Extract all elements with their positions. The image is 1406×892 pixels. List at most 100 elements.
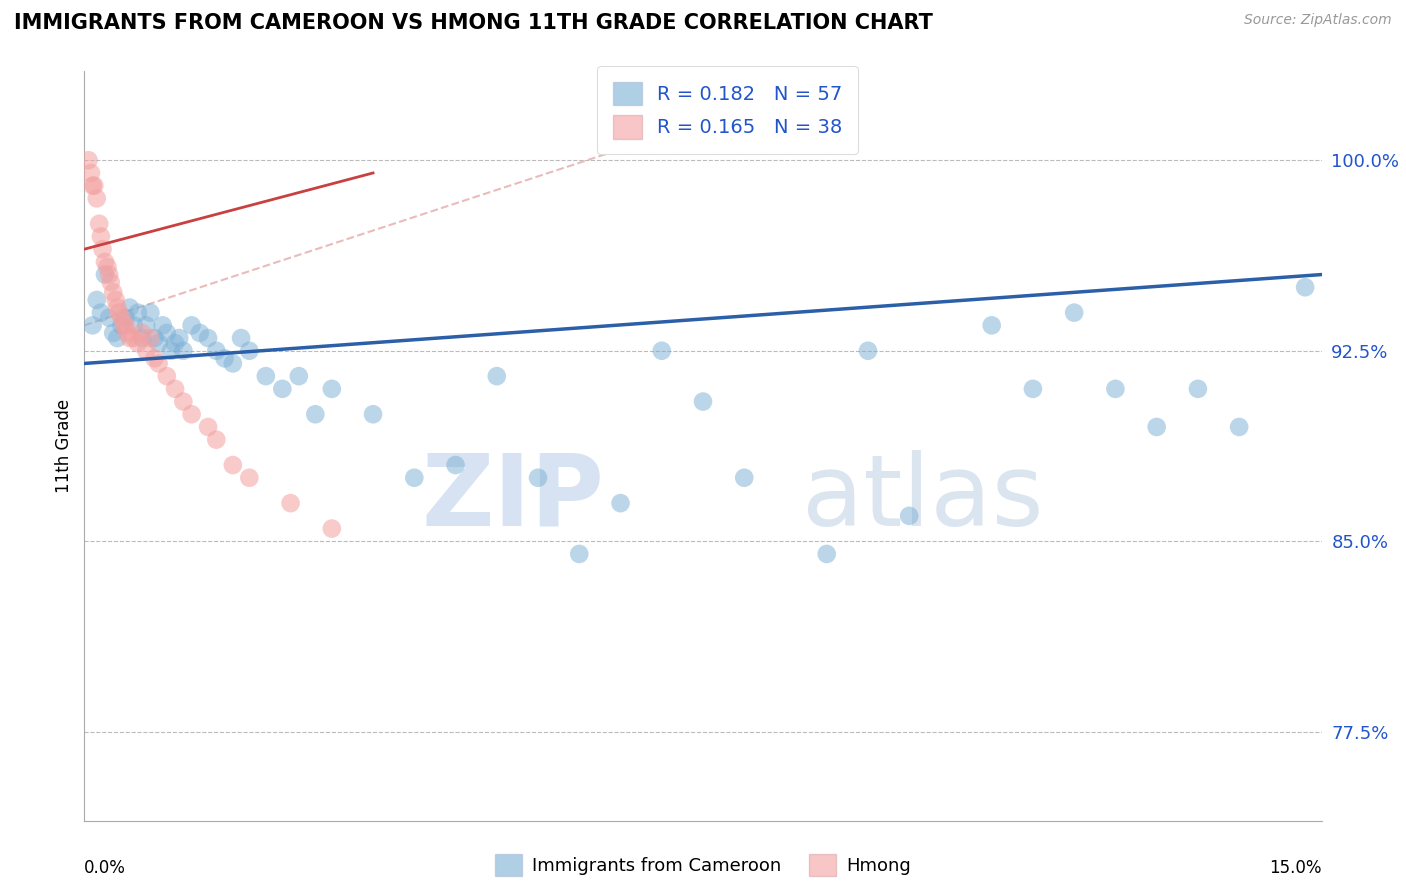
Point [609, 496, 631, 510]
Point [86, 191, 108, 205]
Point [205, 343, 228, 358]
Point [82, 318, 104, 333]
Point [139, 306, 162, 320]
Point [160, 343, 183, 358]
Point [118, 301, 141, 315]
Point [167, 331, 190, 345]
Point [651, 343, 673, 358]
Point [148, 336, 170, 351]
Legend: R = 0.182   N = 57, R = 0.165   N = 38: R = 0.182 N = 57, R = 0.165 N = 38 [598, 66, 858, 154]
Text: Source: ZipAtlas.com: Source: ZipAtlas.com [1244, 13, 1392, 28]
Point [94, 268, 117, 282]
Point [110, 318, 132, 333]
Point [94, 255, 117, 269]
Point [139, 331, 162, 345]
Text: 0.0%: 0.0% [84, 859, 127, 877]
Y-axis label: 11th Grade: 11th Grade [55, 399, 73, 493]
Point [205, 433, 228, 447]
Point [122, 318, 145, 333]
Point [304, 407, 326, 421]
Point [172, 343, 194, 358]
Point [1227, 420, 1250, 434]
Point [254, 369, 277, 384]
Point [404, 471, 426, 485]
Point [117, 326, 139, 340]
Point [165, 382, 187, 396]
Point [110, 310, 132, 325]
Point [238, 343, 260, 358]
Point [127, 306, 149, 320]
Point [156, 326, 179, 340]
Point [197, 331, 219, 345]
Point [152, 318, 174, 333]
Text: atlas: atlas [801, 450, 1043, 547]
Point [1063, 306, 1085, 320]
Point [82, 178, 104, 193]
Point [898, 508, 921, 523]
Point [135, 318, 157, 333]
Point [105, 301, 128, 315]
Point [96, 260, 118, 274]
Point [86, 293, 108, 307]
Point [1022, 382, 1045, 396]
Point [214, 351, 236, 366]
Point [980, 318, 1002, 333]
Point [165, 336, 187, 351]
Point [131, 326, 153, 340]
Text: 15.0%: 15.0% [1270, 859, 1322, 877]
Point [127, 336, 149, 351]
Point [1294, 280, 1316, 294]
Point [321, 522, 343, 536]
Point [485, 369, 508, 384]
Point [1146, 420, 1168, 434]
Point [103, 326, 125, 340]
Point [188, 326, 211, 340]
Point [321, 382, 343, 396]
Point [83, 178, 105, 193]
Point [222, 356, 245, 370]
Point [238, 471, 260, 485]
Point [815, 547, 838, 561]
Point [156, 369, 179, 384]
Point [143, 351, 166, 366]
Point [131, 331, 153, 345]
Point [197, 420, 219, 434]
Point [180, 407, 202, 421]
Point [733, 471, 755, 485]
Point [527, 471, 550, 485]
Point [89, 217, 111, 231]
Point [80, 166, 103, 180]
Point [118, 331, 141, 345]
Point [98, 310, 121, 325]
Point [444, 458, 467, 472]
Point [361, 407, 384, 421]
Point [692, 394, 714, 409]
Point [143, 331, 166, 345]
Point [148, 356, 170, 370]
Legend: Immigrants from Cameroon, Hmong: Immigrants from Cameroon, Hmong [488, 847, 918, 883]
Point [114, 310, 136, 325]
Text: IMMIGRANTS FROM CAMEROON VS HMONG 11TH GRADE CORRELATION CHART: IMMIGRANTS FROM CAMEROON VS HMONG 11TH G… [14, 13, 934, 33]
Point [98, 268, 121, 282]
Point [180, 318, 202, 333]
Point [229, 331, 252, 345]
Point [91, 242, 114, 256]
Point [114, 318, 136, 333]
Point [1187, 382, 1209, 396]
Point [856, 343, 879, 358]
Point [288, 369, 311, 384]
Point [271, 382, 294, 396]
Point [108, 306, 131, 320]
Point [1104, 382, 1126, 396]
Point [280, 496, 302, 510]
Point [135, 343, 157, 358]
Point [112, 318, 135, 333]
Point [105, 331, 128, 345]
Point [104, 293, 127, 307]
Point [100, 275, 122, 289]
Point [103, 285, 125, 300]
Point [90, 229, 112, 244]
Point [172, 394, 194, 409]
Point [122, 331, 145, 345]
Text: ZIP: ZIP [422, 450, 605, 547]
